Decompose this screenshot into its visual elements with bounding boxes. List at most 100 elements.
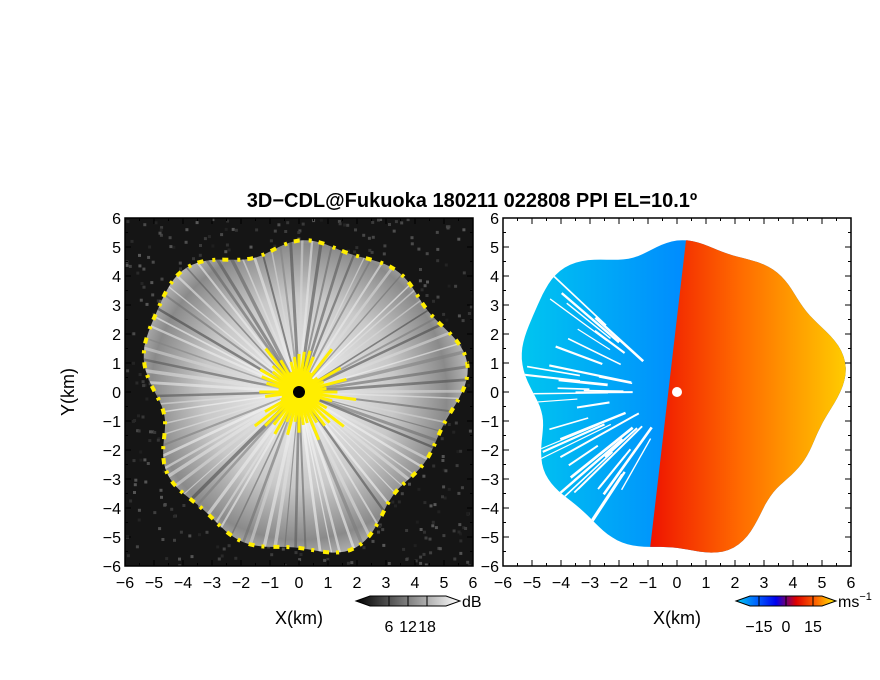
noise-speck [362, 233, 366, 237]
snr-x-tick-label: −3 [203, 575, 221, 592]
noise-speck [159, 233, 163, 237]
velocity-y-tick-label: −2 [481, 443, 499, 460]
velocity-gap-streak [598, 455, 626, 488]
velocity-x-tick-label: −2 [610, 575, 628, 592]
noise-speck [460, 486, 464, 490]
noise-speck [217, 557, 221, 561]
noise-speck [346, 249, 350, 253]
noise-speck [222, 547, 226, 551]
noise-speck [438, 547, 442, 551]
noise-speck [405, 557, 409, 561]
velocity-x-tick-label: 1 [702, 575, 711, 592]
velocity-gap-streak [620, 438, 652, 491]
velocity-x-tick-label: −6 [494, 575, 512, 592]
snr-colorbar-ticks: 6 12 18 [385, 596, 436, 636]
noise-speck [417, 487, 421, 491]
noise-speck [424, 536, 428, 540]
noise-speck [140, 282, 144, 285]
noise-speck [134, 478, 138, 482]
noise-speck [126, 220, 130, 224]
snr-colorbar: 6 12 18 dB [354, 594, 482, 636]
velocity-colorbar: −15 0 15 ms−1 [734, 591, 872, 636]
noise-speck [160, 277, 164, 281]
noise-speck [419, 555, 423, 559]
snr-streak [298, 376, 468, 394]
velocity-y-tick-label: −1 [481, 414, 499, 431]
snr-streak [297, 391, 363, 553]
noise-speck [149, 430, 152, 434]
snr-x-tick-label: 6 [469, 575, 478, 592]
noise-speck [139, 298, 143, 302]
noise-speck [188, 534, 192, 538]
noise-speck [153, 511, 157, 515]
noise-speck [234, 556, 238, 560]
velocity-gap-streak [560, 292, 620, 344]
noise-speck [423, 530, 426, 534]
noise-speck [144, 480, 148, 484]
noise-speck [132, 459, 136, 463]
noise-speck [148, 245, 152, 249]
noise-speck [343, 223, 347, 227]
noise-speck [138, 253, 141, 257]
noise-speck [447, 284, 451, 288]
noise-speck [211, 218, 215, 222]
noise-speck [132, 361, 135, 365]
noise-speck [382, 543, 386, 547]
velocity-gap-streak [549, 417, 589, 431]
snr-x-tick-label: 3 [382, 575, 391, 592]
velocity-x-tick-label: 0 [673, 575, 682, 592]
noise-speck [467, 564, 471, 566]
velocity-gap-streak [594, 330, 626, 354]
velocity-gap-streak [577, 328, 611, 351]
noise-speck [172, 245, 176, 249]
noise-speck [443, 496, 447, 500]
noise-speck [172, 514, 176, 518]
noise-speck [392, 229, 396, 233]
noise-speck [148, 439, 152, 443]
snr-streak [298, 362, 468, 394]
noise-speck [426, 280, 429, 284]
velocity-axis-ticks [502, 217, 852, 567]
noise-speck [158, 231, 162, 235]
noise-speck [143, 223, 147, 227]
noise-speck [168, 236, 172, 240]
snr-y-tick-label: 5 [112, 240, 121, 257]
noise-speck [173, 538, 176, 542]
noise-speck [370, 250, 374, 254]
snr-streak [250, 240, 300, 393]
noise-speck [137, 518, 141, 522]
noise-speck [419, 268, 422, 271]
snr-y-tick-label: 6 [112, 211, 121, 228]
noise-speck [431, 524, 435, 528]
noise-speck [441, 495, 444, 499]
noise-speck [227, 248, 231, 252]
velocity-y-tick-label: 4 [490, 269, 499, 286]
noise-speck [319, 218, 323, 222]
noise-speck [402, 547, 406, 551]
noise-speck [454, 421, 458, 425]
noise-speck [150, 281, 154, 285]
noise-speck [151, 430, 155, 434]
noise-speck [453, 557, 457, 561]
noise-speck [205, 530, 209, 534]
noise-speck [377, 530, 380, 534]
noise-speck [466, 512, 470, 516]
snr-x-tick-label: 1 [324, 575, 333, 592]
velocity-y-tick-label: 3 [490, 298, 499, 315]
velocity-y-tick-label: 6 [490, 211, 499, 228]
noise-speck [199, 244, 202, 247]
noise-speck [467, 383, 471, 387]
noise-speck [255, 228, 259, 232]
noise-speck [163, 503, 167, 507]
noise-speck [433, 503, 437, 507]
noise-speck [142, 285, 146, 289]
noise-speck [169, 245, 173, 249]
noise-speck [382, 252, 386, 256]
noise-speck [466, 560, 470, 564]
noise-speck [432, 464, 436, 468]
noise-speck [143, 458, 147, 462]
velocity-y-tick-label: −4 [481, 501, 499, 518]
noise-speck [442, 312, 446, 316]
noise-speck [468, 429, 472, 433]
noise-speck [350, 561, 354, 565]
